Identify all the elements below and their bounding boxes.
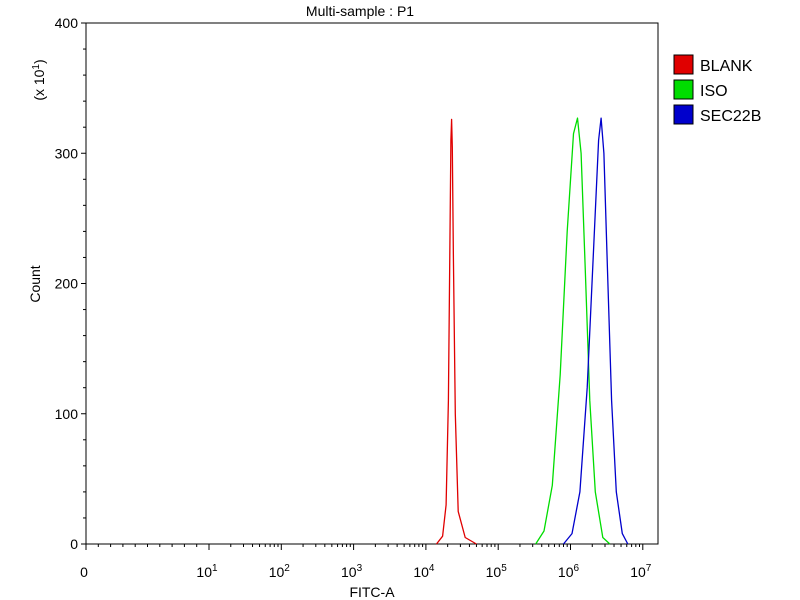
legend-swatch-blank [673,54,694,75]
y-multiplier-exponent: 1 [31,64,42,70]
x-tick-exponent: 2 [284,563,290,574]
x-axis: 0 101 102 103 104 105 106 107 [80,544,652,580]
x-tick-label: 107 [630,563,652,580]
x-tick-label: 103 [341,563,363,580]
x-tick-base: 0 [80,564,88,580]
y-tick-label: 0 [70,536,78,552]
series-line-blank [435,118,477,545]
x-axis-title: FITC-A [349,584,395,600]
x-tick-base: 10 [486,564,502,580]
x-tick-exponent: 4 [429,563,435,574]
x-tick-base: 10 [558,564,574,580]
y-tick-label: 300 [55,145,79,161]
legend-swatch-sec22b [673,104,694,125]
x-tick-label: 105 [486,563,508,580]
y-tick-label: 200 [55,276,79,292]
series-line-sec22b [562,117,629,545]
x-tick-exponent: 6 [574,563,580,574]
x-tick-label: 0 [80,564,88,580]
x-tick-exponent: 5 [501,563,507,574]
legend: BLANK ISO SEC22B [673,54,761,125]
x-tick-base: 10 [630,564,646,580]
x-tick-base: 10 [269,564,285,580]
x-tick-label: 101 [196,563,218,580]
plot-frame [85,22,659,545]
y-tick-label: 100 [55,406,79,422]
x-tick-exponent: 1 [212,563,218,574]
chart-title: Multi-sample : P1 [306,3,414,19]
x-tick-base: 10 [196,564,212,580]
y-axis-title: Count [27,265,43,302]
legend-label-sec22b: SEC22B [700,108,761,125]
legend-label-iso: ISO [700,83,728,100]
x-tick-label: 102 [269,563,291,580]
x-tick-exponent: 7 [646,563,652,574]
legend-swatch-iso [673,79,694,100]
y-tick-label: 400 [55,15,79,31]
x-tick-base: 10 [413,564,429,580]
y-multiplier-label: (x 101) [31,59,47,100]
x-tick-label: 106 [558,563,580,580]
x-tick-base: 10 [341,564,357,580]
series-layer [435,117,629,545]
x-tick-label: 104 [413,563,435,580]
series-line-iso [535,117,611,545]
y-axis: 0 100 200 300 400 [55,15,86,552]
y-multiplier-close: ) [31,59,47,64]
x-tick-exponent: 3 [357,563,363,574]
legend-label-blank: BLANK [700,58,753,75]
